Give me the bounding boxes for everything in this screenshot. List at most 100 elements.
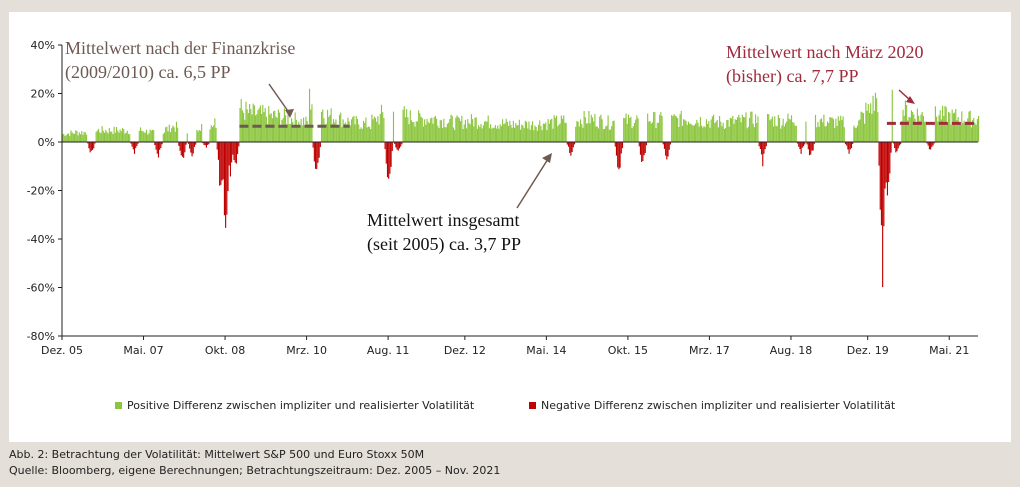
positive-bar <box>493 127 495 142</box>
positive-bar <box>872 95 874 142</box>
positive-bar <box>624 118 626 142</box>
positive-bar <box>541 130 543 142</box>
positive-bar <box>834 128 836 142</box>
positive-bar <box>590 114 592 142</box>
negative-bar <box>193 142 196 147</box>
positive-bar <box>63 133 65 142</box>
legend-positive-swatch <box>115 402 122 409</box>
positive-bar <box>916 108 918 142</box>
positive-bar <box>425 124 427 142</box>
positive-bar <box>843 127 845 142</box>
positive-bar <box>201 124 203 142</box>
positive-bar <box>457 116 459 142</box>
negative-bar <box>618 142 620 170</box>
positive-bar <box>633 123 636 142</box>
positive-bar <box>725 128 727 142</box>
positive-bar <box>487 115 489 142</box>
positive-bar <box>952 113 954 142</box>
negative-bar <box>216 142 218 150</box>
positive-bar <box>141 130 143 142</box>
positive-bar <box>305 116 307 142</box>
positive-bar <box>288 124 290 142</box>
positive-bar <box>698 126 700 142</box>
negative-bar <box>617 142 619 168</box>
positive-bar <box>780 128 782 142</box>
positive-bar <box>285 115 287 142</box>
positive-bar <box>853 125 855 142</box>
positive-bar <box>101 126 103 142</box>
caption-title: Abb. 2: Betrachtung der Volatilität: Mit… <box>9 448 425 461</box>
positive-bar <box>418 110 420 142</box>
positive-bar <box>789 119 791 142</box>
annotation-finanzkrise-arrow <box>268 83 291 115</box>
positive-bar <box>678 127 680 142</box>
positive-bar <box>186 133 188 142</box>
negative-bar <box>394 142 396 144</box>
positive-bar <box>144 132 146 142</box>
positive-bar <box>948 112 950 142</box>
positive-bar <box>841 120 843 142</box>
negative-bar <box>796 142 799 144</box>
positive-bar <box>687 121 689 142</box>
positive-bar <box>446 123 449 142</box>
positive-bar <box>342 119 344 142</box>
negative-bar <box>663 142 666 149</box>
positive-bar <box>120 131 122 142</box>
positive-bar <box>415 121 417 142</box>
positive-bar <box>591 117 594 142</box>
positive-bar <box>299 126 301 142</box>
positive-bar <box>675 116 678 142</box>
positive-bar <box>433 117 435 142</box>
positive-bar <box>252 103 254 142</box>
positive-bar <box>108 127 110 142</box>
positive-bar <box>874 92 877 142</box>
positive-bar <box>251 114 253 142</box>
negative-bar <box>884 142 886 189</box>
positive-bar <box>794 125 796 142</box>
positive-bar <box>696 119 698 142</box>
positive-bar <box>71 132 73 142</box>
positive-bar <box>606 125 608 142</box>
positive-bar <box>766 113 769 142</box>
positive-bar <box>611 126 613 142</box>
positive-bar <box>359 129 361 142</box>
positive-bar <box>583 111 585 142</box>
positive-bar <box>756 122 758 142</box>
positive-bar <box>426 119 428 142</box>
positive-bar <box>215 127 217 142</box>
positive-bar <box>672 116 674 142</box>
positive-bar <box>100 133 102 142</box>
negative-bar <box>235 142 237 164</box>
positive-bar <box>481 128 483 142</box>
positive-bar <box>689 123 691 142</box>
positive-bar <box>734 119 736 142</box>
positive-bar <box>837 116 839 142</box>
positive-bar <box>787 113 789 142</box>
positive-bar <box>99 132 101 142</box>
positive-bar <box>444 127 446 142</box>
positive-bar <box>792 122 794 142</box>
annotation-finanzkrise-arrowhead <box>285 109 294 118</box>
y-tick-label: 20% <box>31 88 55 101</box>
negative-bar <box>228 142 230 166</box>
negative-bar <box>90 142 92 151</box>
positive-bar <box>680 110 682 142</box>
positive-bar <box>464 119 466 142</box>
negative-bar <box>812 142 814 151</box>
positive-bar <box>293 127 295 142</box>
positive-bar <box>684 119 686 142</box>
positive-bar <box>660 112 662 142</box>
positive-bar <box>588 110 590 142</box>
negative-bar <box>813 142 815 144</box>
positive-bar <box>978 115 980 142</box>
positive-bar <box>213 125 215 142</box>
positive-bar <box>113 126 115 142</box>
positive-bar <box>430 118 432 142</box>
positive-bar <box>543 123 546 142</box>
positive-bar <box>324 124 326 142</box>
positive-bar <box>445 127 447 142</box>
positive-bar <box>469 124 471 142</box>
volatility-chart: 40% 20% 0% -20% -40% -60% -80% Dez. 05 Mai. 07 O… <box>27 38 980 412</box>
positive-bar <box>607 115 609 142</box>
positive-bar <box>517 125 519 142</box>
